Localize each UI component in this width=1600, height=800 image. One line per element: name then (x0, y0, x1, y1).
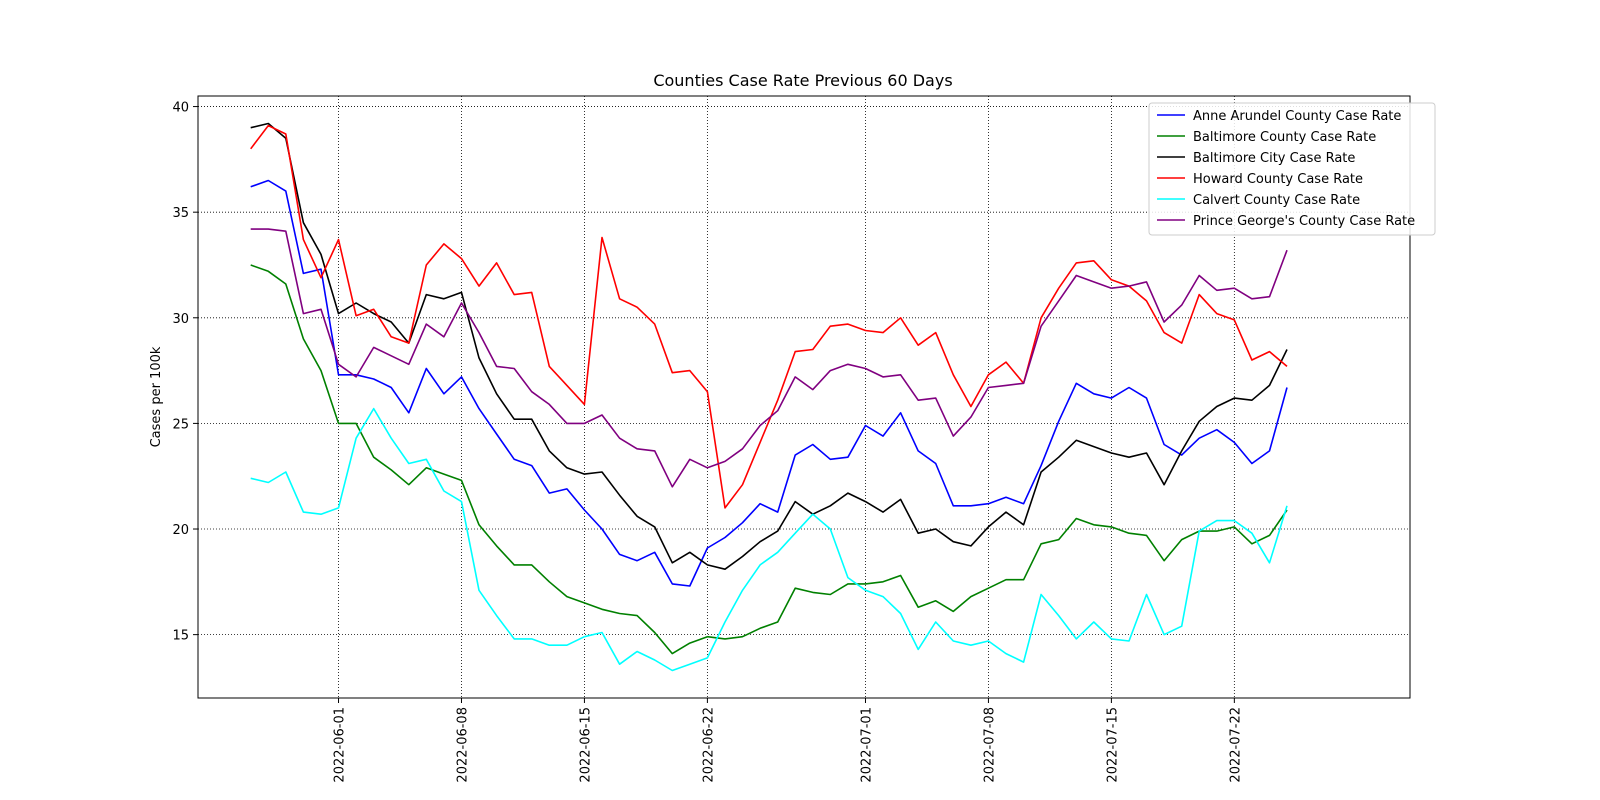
series-line-2 (250, 264, 1288, 655)
y-tick-label: 15 (172, 629, 189, 644)
y-tick-label: 20 (172, 523, 189, 538)
x-tick-label: 2022-06-22 (701, 707, 716, 783)
y-axis: 15 20 25 30 35 40 (172, 101, 198, 644)
grid-layer (198, 96, 1410, 698)
y-tick-label: 25 (172, 417, 189, 432)
x-tick-label: 2022-07-08 (982, 707, 997, 783)
legend-label: Prince George's County Case Rate (1193, 214, 1415, 229)
series-line-3 (250, 122, 1288, 571)
series-line-4 (250, 124, 1288, 509)
series-line-1 (250, 179, 1288, 587)
legend-label: Anne Arundel County Case Rate (1193, 109, 1401, 124)
y-tick-label: 35 (172, 206, 189, 221)
x-tick-label: 2022-07-15 (1105, 707, 1120, 783)
y-tick-label: 40 (172, 101, 189, 116)
y-axis-label: Cases per 100k (149, 346, 164, 447)
x-tick-label: 2022-07-22 (1228, 707, 1243, 783)
legend-label: Howard County Case Rate (1193, 172, 1363, 187)
x-tick-label: 2022-07-01 (859, 707, 874, 783)
plot-frame (197, 95, 1411, 699)
legend-box (1148, 102, 1436, 236)
x-tick-label: 2022-06-01 (333, 707, 348, 783)
x-tick-label: 2022-06-15 (578, 707, 593, 783)
chart-title: Counties Case Rate Previous 60 Days (653, 71, 952, 90)
series-layer (250, 122, 1288, 672)
plot-area (197, 95, 1411, 699)
series-line-5 (250, 407, 1288, 672)
legend-label: Baltimore County Case Rate (1193, 130, 1376, 145)
x-axis: 2022-06-01 2022-06-08 2022-06-15 2022-06-22… (333, 698, 1243, 783)
legend-label: Calvert County Case Rate (1193, 193, 1360, 208)
legend: Anne Arundel County Case Rate Baltimore C… (1148, 102, 1436, 236)
series-line-6 (250, 228, 1288, 488)
y-tick-label: 30 (172, 312, 189, 327)
legend-label: Baltimore City Case Rate (1193, 151, 1355, 166)
x-tick-label: 2022-06-08 (455, 707, 470, 783)
